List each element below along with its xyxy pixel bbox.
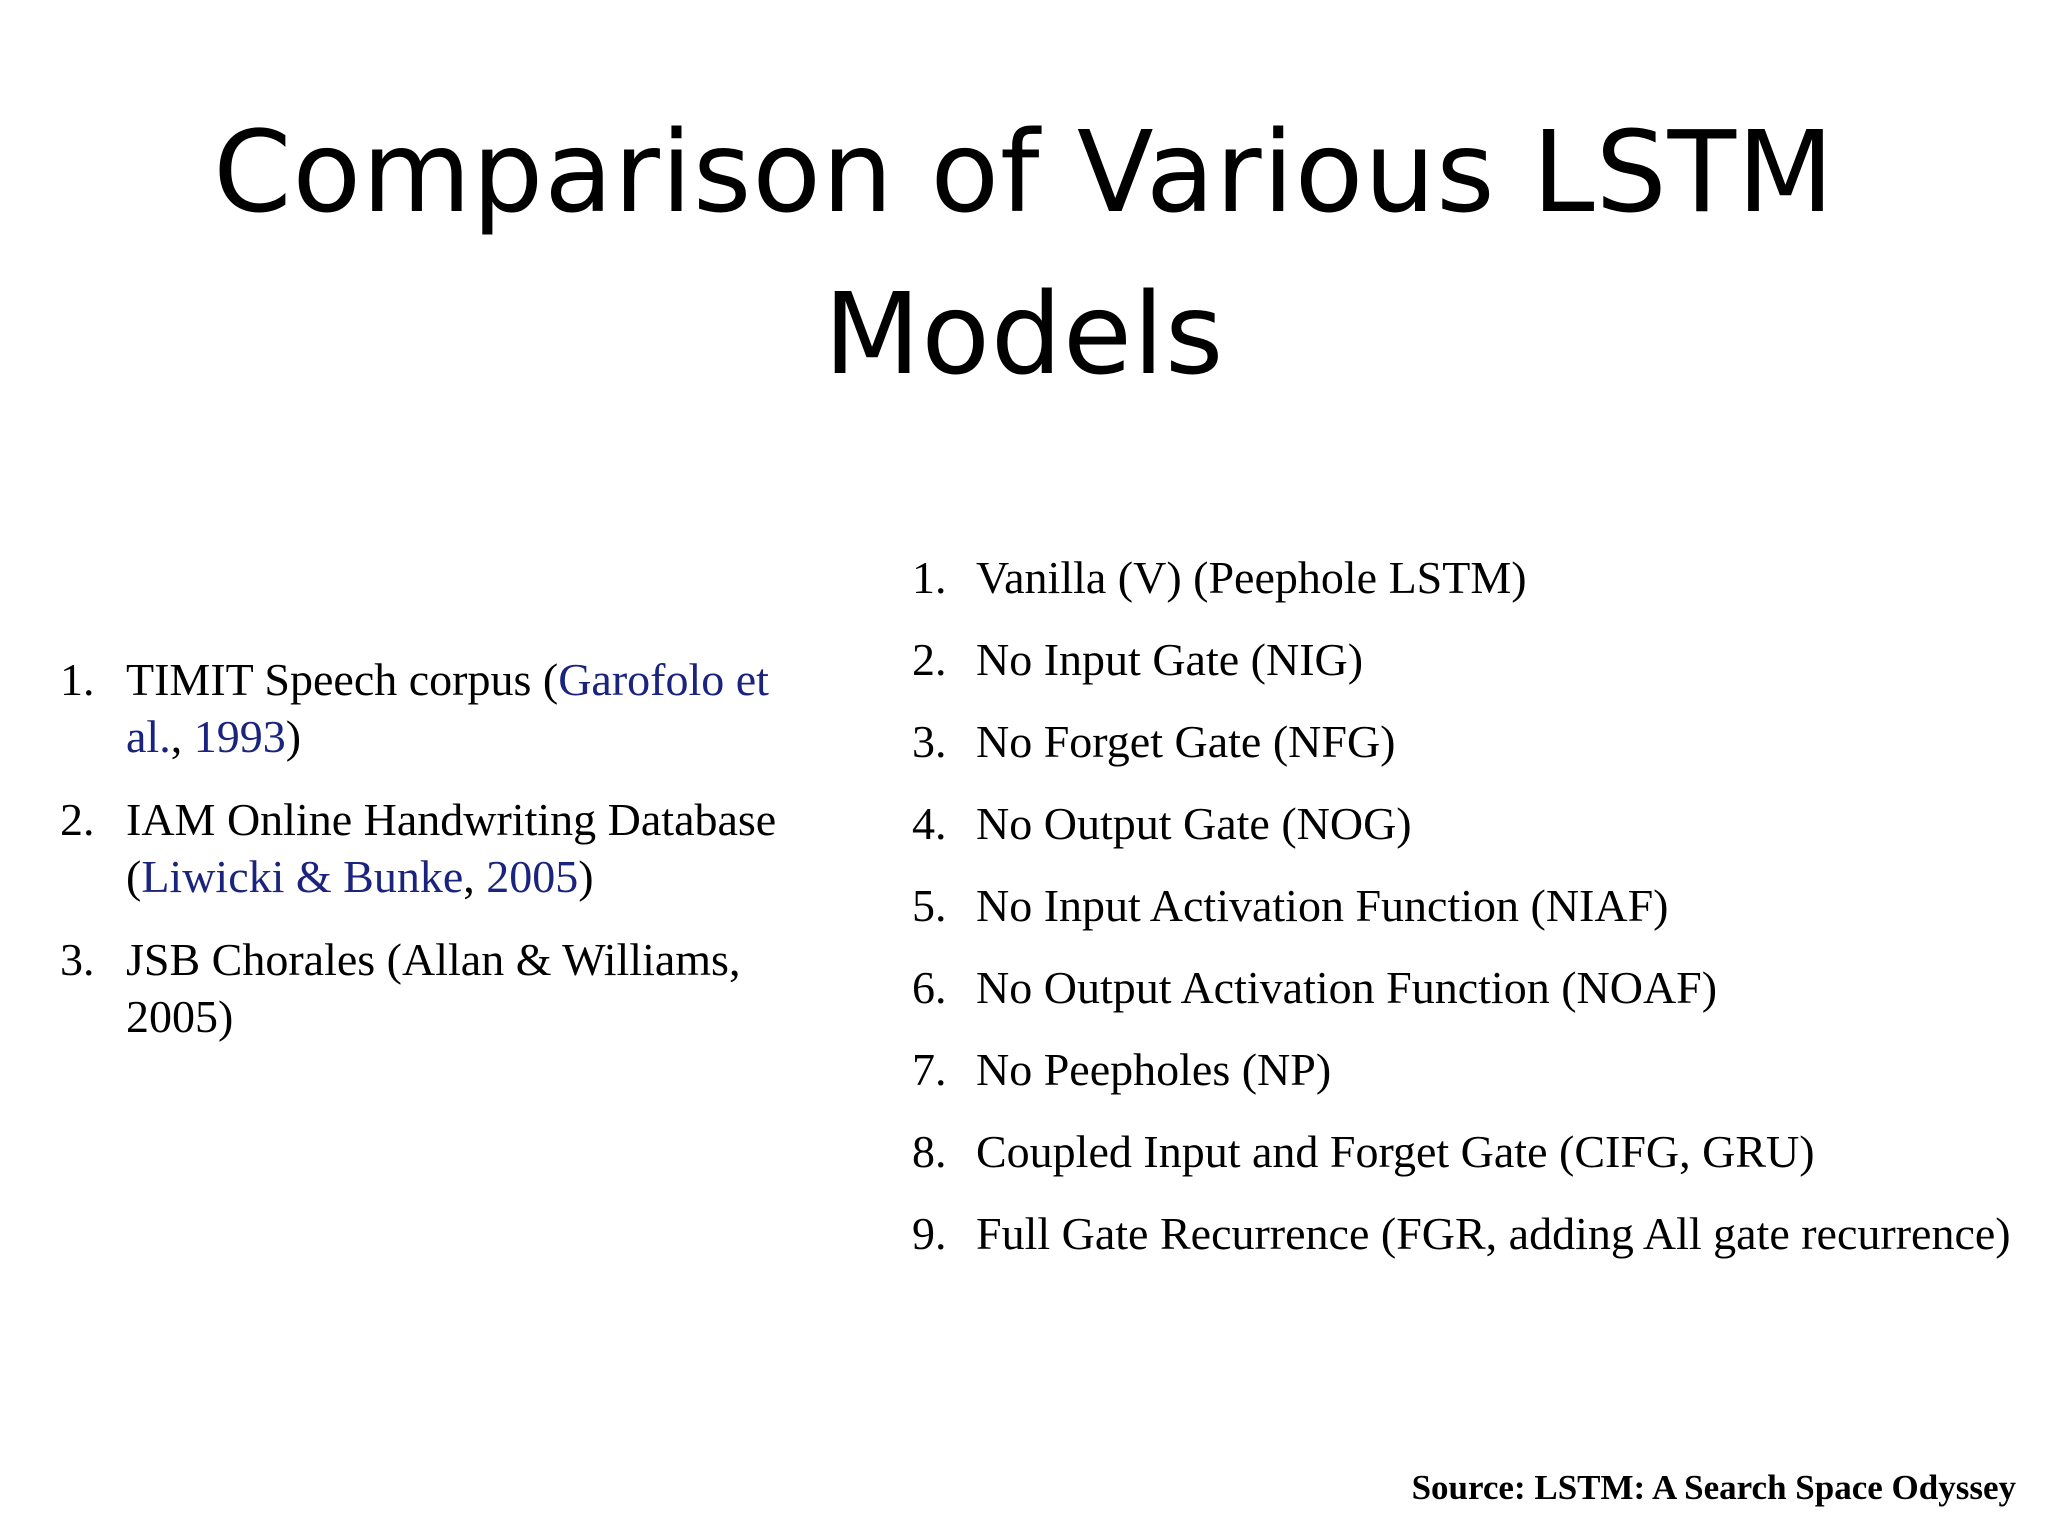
- citation-separator: ,: [463, 851, 487, 902]
- variant-item: 8. Coupled Input and Forget Gate (CIFG, …: [912, 1123, 2048, 1205]
- variant-item-number: 5.: [912, 880, 947, 931]
- slide-title-line-1: Comparison of Various LSTM: [213, 108, 1835, 238]
- dataset-item-text: TIMIT Speech corpus (: [126, 654, 559, 705]
- variant-item-number: 7.: [912, 1044, 947, 1095]
- variant-item-text: No Input Activation Function (NIAF): [976, 880, 1669, 931]
- source-citation: Source: LSTM: A Search Space Odyssey: [1411, 1468, 2016, 1507]
- dataset-item-number: 1.: [60, 654, 95, 705]
- variant-item: 2. No Input Gate (NIG): [912, 631, 2048, 713]
- citation-year-link[interactable]: 1993: [193, 711, 286, 762]
- variant-item: 6. No Output Activation Function (NOAF): [912, 959, 2048, 1041]
- slide-title: Comparison of Various LSTM Models: [0, 92, 2048, 416]
- dataset-item-number: 2.: [60, 794, 95, 845]
- variant-item: 3. No Forget Gate (NFG): [912, 713, 2048, 795]
- variant-item-text: No Output Activation Function (NOAF): [976, 962, 1718, 1013]
- variant-item: 9. Full Gate Recurrence (FGR, adding All…: [912, 1205, 2048, 1287]
- variant-item-text: Coupled Input and Forget Gate (CIFG, GRU…: [976, 1126, 1815, 1177]
- dataset-item-text-end: ): [285, 711, 302, 762]
- dataset-item-text-end: ): [578, 851, 594, 902]
- citation-author-link[interactable]: Liwicki & Bunke: [141, 851, 464, 902]
- variant-item: 7. No Peepholes (NP): [912, 1041, 2048, 1123]
- dataset-item: 2. IAM Online Handwriting Database (Liwi…: [60, 791, 830, 905]
- lstm-variants-list: 1. Vanilla (V) (Peephole LSTM) 2. No Inp…: [912, 549, 2048, 1287]
- dataset-item-number: 3.: [60, 934, 95, 985]
- citation-year-link[interactable]: 2005: [486, 851, 579, 902]
- variant-item-number: 8.: [912, 1126, 947, 1177]
- variant-item-number: 4.: [912, 798, 947, 849]
- variant-item-number: 9.: [912, 1208, 947, 1259]
- dataset-item: 1. TIMIT Speech corpus (Garofolo et al.,…: [60, 651, 830, 765]
- citation-author-link[interactable]: Garofolo et al.: [126, 654, 769, 762]
- variant-item-text: No Forget Gate (NFG): [976, 716, 1396, 767]
- variant-item-number: 1.: [912, 552, 947, 603]
- dataset-item-text: JSB Chorales (Allan & Williams, 2005): [126, 934, 741, 1042]
- variant-item-text: No Input Gate (NIG): [976, 634, 1364, 685]
- variant-item: 4. No Output Gate (NOG): [912, 795, 2048, 877]
- variant-item-number: 6.: [912, 962, 947, 1013]
- variant-item-text: No Output Gate (NOG): [976, 798, 1412, 849]
- variant-item-number: 2.: [912, 634, 947, 685]
- citation-separator: ,: [170, 711, 194, 762]
- dataset-item-text: IAM Online Handwriting Database (: [126, 794, 777, 902]
- dataset-item: 3. JSB Chorales (Allan & Williams, 2005): [60, 931, 830, 1045]
- variant-item-number: 3.: [912, 716, 947, 767]
- variant-item-text: Vanilla (V) (Peephole LSTM): [976, 552, 1527, 603]
- variant-item-text: No Peepholes (NP): [976, 1044, 1332, 1095]
- slide-title-line-2: Models: [823, 270, 1225, 400]
- variant-item-text: Full Gate Recurrence (FGR, adding All ga…: [976, 1208, 2011, 1259]
- datasets-list: 1. TIMIT Speech corpus (Garofolo et al.,…: [60, 651, 830, 1071]
- variant-item: 1. Vanilla (V) (Peephole LSTM): [912, 549, 2048, 631]
- variant-item: 5. No Input Activation Function (NIAF): [912, 877, 2048, 959]
